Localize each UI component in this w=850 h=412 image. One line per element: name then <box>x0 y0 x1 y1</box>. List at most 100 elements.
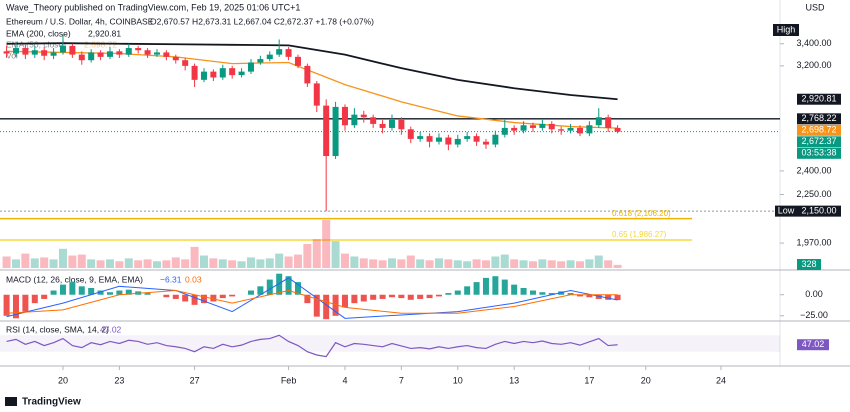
publisher: Wave_Theory published on TradingView.com… <box>6 2 300 12</box>
macd-hist <box>492 276 499 295</box>
price-tag-bg <box>797 124 841 136</box>
macd-line <box>6 277 618 319</box>
candle-body <box>210 71 217 78</box>
volume-bar <box>604 260 613 268</box>
x-tick-label: 20 <box>641 375 651 385</box>
volume-bar <box>237 261 246 268</box>
macd-hist <box>50 290 57 295</box>
volume-bar <box>256 259 265 268</box>
volume-bar <box>557 261 566 268</box>
macd-hist <box>182 294 189 302</box>
volume-bar <box>472 259 481 268</box>
price-tag-bg <box>797 136 841 148</box>
macd-tick-label: −25.00 <box>800 310 828 320</box>
macd-hist <box>407 294 414 300</box>
candle-body <box>332 106 339 157</box>
ema200-legend-value: 2,920.81 <box>88 28 121 38</box>
candle-body <box>182 60 189 66</box>
candle-body <box>492 134 499 145</box>
volume-bar <box>2 256 11 268</box>
macd-hist <box>41 294 48 299</box>
volume-bar <box>444 259 453 268</box>
candle-body <box>266 54 273 60</box>
candle-body <box>388 119 395 128</box>
macd-hist <box>501 279 508 295</box>
volume-bar <box>453 260 462 268</box>
candle-body <box>454 138 461 145</box>
rsi-legend-value: 47.02 <box>100 324 122 334</box>
candle-body <box>445 137 452 145</box>
rsi-legend: RSI (14, close, SMA, 14, 2) <box>6 324 109 334</box>
candle-body <box>586 125 593 134</box>
x-tick-label: 24 <box>716 375 726 385</box>
fib-label: 0.618 (2,106.20) <box>612 209 671 218</box>
volume-bar <box>359 258 368 268</box>
volume-tag-bg <box>797 259 821 270</box>
x-tick-label: 17 <box>584 375 594 385</box>
volume-bar <box>387 258 396 268</box>
macd-hist <box>313 294 320 317</box>
macd-hist <box>417 294 424 299</box>
candle-body <box>558 129 565 131</box>
macd-hist <box>454 290 461 295</box>
volume-bar <box>331 241 340 268</box>
volume-bar <box>143 259 152 268</box>
volume-bar <box>77 254 86 268</box>
y-tick-label: 2,250.00 <box>796 189 831 199</box>
volume-bar <box>538 259 547 268</box>
volume-bar <box>566 260 575 268</box>
candle-body <box>576 127 583 134</box>
candle-body <box>520 125 527 131</box>
candle-body <box>31 50 38 55</box>
y-tick-label: 3,400.00 <box>796 38 831 48</box>
candle-body <box>163 52 170 57</box>
high-tag: High <box>777 24 796 34</box>
candle-body <box>614 127 621 132</box>
candle-body <box>88 52 95 61</box>
volume-bar <box>293 254 302 268</box>
volume-tag: 328 <box>801 259 816 269</box>
candle-body <box>116 51 123 55</box>
macd-hist <box>398 294 405 299</box>
candle-body <box>511 127 518 131</box>
macd-hist <box>473 282 480 295</box>
macd-hist <box>31 294 38 304</box>
macd-hist <box>539 292 546 295</box>
volume-bar <box>21 253 30 268</box>
macd-hist <box>125 289 132 295</box>
macd-hist <box>219 294 226 299</box>
macd-hist <box>88 288 95 295</box>
fib-label: 0.65 (1,986.27) <box>612 230 667 239</box>
candle-body <box>153 52 160 55</box>
macd-tick-label: 0.00 <box>805 289 823 299</box>
macd-hist <box>614 294 621 301</box>
candle-body <box>351 114 358 126</box>
y-tick-label: 3,200.00 <box>796 60 831 70</box>
macd-legend: MACD (12, 26, close, 9, EMA, EMA) <box>6 274 143 284</box>
macd-hist <box>586 294 593 298</box>
volume-bar <box>547 260 556 268</box>
macd-hist <box>97 290 104 295</box>
macd-hist <box>605 294 612 300</box>
y-tick-label: 2,400.00 <box>796 165 831 175</box>
macd-hist <box>388 294 395 298</box>
volume-bar <box>218 259 227 268</box>
macd-hist <box>323 294 330 320</box>
volume-bar <box>575 261 584 268</box>
rsi-band <box>0 335 780 352</box>
candle-body <box>59 45 66 53</box>
price-tag: 2,672.37 <box>801 136 836 146</box>
volume-bar <box>425 260 434 268</box>
candle-body <box>435 137 442 142</box>
ema200-line <box>6 42 618 101</box>
candle-body <box>69 45 76 55</box>
macd-hist <box>567 293 574 295</box>
volume-bar <box>528 261 537 268</box>
volume-bar <box>171 257 180 268</box>
volume-bar <box>181 259 190 268</box>
macd-legend-value: −6.31 <box>160 274 182 284</box>
candle-body <box>172 56 179 61</box>
x-tick-label: 20 <box>58 375 68 385</box>
footer-icon <box>5 397 17 406</box>
